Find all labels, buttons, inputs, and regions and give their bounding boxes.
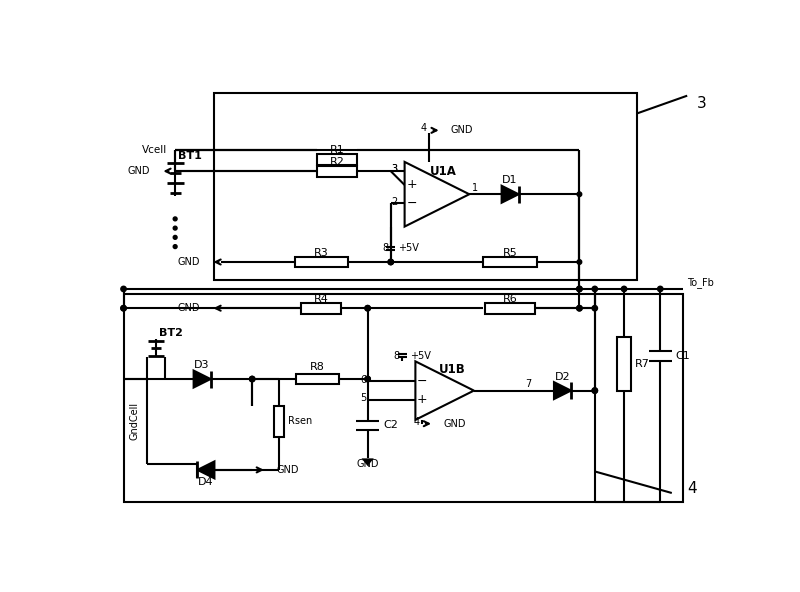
Polygon shape bbox=[502, 186, 518, 202]
Bar bbox=[483, 256, 537, 268]
Bar bbox=[294, 256, 349, 268]
Text: To_Fb: To_Fb bbox=[687, 277, 714, 288]
Text: GND: GND bbox=[443, 419, 466, 429]
Bar bbox=[302, 303, 342, 314]
Circle shape bbox=[577, 305, 582, 311]
Text: 3: 3 bbox=[391, 164, 398, 174]
Text: 3: 3 bbox=[698, 96, 707, 111]
Text: +: + bbox=[417, 393, 428, 406]
Text: R3: R3 bbox=[314, 248, 329, 258]
Circle shape bbox=[388, 259, 394, 265]
Circle shape bbox=[577, 287, 582, 292]
Polygon shape bbox=[362, 458, 374, 466]
Circle shape bbox=[365, 305, 370, 311]
Text: 1: 1 bbox=[472, 183, 478, 193]
Text: GndCell: GndCell bbox=[130, 403, 139, 440]
Bar bbox=[485, 303, 535, 314]
Bar bbox=[297, 374, 338, 384]
Text: U1B: U1B bbox=[439, 362, 466, 375]
Text: 5: 5 bbox=[360, 393, 366, 403]
Text: +5V: +5V bbox=[410, 351, 431, 361]
Text: 8: 8 bbox=[382, 243, 389, 253]
Polygon shape bbox=[554, 382, 571, 399]
Circle shape bbox=[365, 305, 370, 311]
Polygon shape bbox=[405, 162, 470, 227]
Circle shape bbox=[389, 260, 393, 264]
Bar bbox=[617, 337, 631, 391]
Circle shape bbox=[577, 260, 582, 264]
Text: Rsen: Rsen bbox=[288, 416, 313, 426]
Circle shape bbox=[592, 305, 598, 311]
Circle shape bbox=[592, 287, 598, 292]
Circle shape bbox=[174, 244, 177, 249]
Text: D2: D2 bbox=[554, 372, 570, 382]
Polygon shape bbox=[198, 461, 214, 478]
Text: R1: R1 bbox=[330, 146, 344, 155]
Text: −: − bbox=[417, 375, 427, 388]
Circle shape bbox=[658, 287, 663, 292]
Text: R4: R4 bbox=[314, 294, 329, 304]
Text: 4: 4 bbox=[414, 417, 420, 427]
Circle shape bbox=[577, 287, 582, 292]
Circle shape bbox=[577, 192, 582, 197]
Text: 4: 4 bbox=[421, 123, 427, 133]
Circle shape bbox=[577, 305, 582, 311]
Text: C1: C1 bbox=[676, 351, 690, 361]
Circle shape bbox=[121, 305, 126, 311]
Circle shape bbox=[121, 287, 126, 292]
Text: GND: GND bbox=[276, 465, 298, 475]
Circle shape bbox=[174, 236, 177, 239]
Text: R7: R7 bbox=[635, 359, 650, 369]
Bar bbox=[317, 154, 357, 165]
Text: D4: D4 bbox=[198, 477, 214, 487]
Circle shape bbox=[121, 305, 126, 311]
Text: +5V: +5V bbox=[398, 243, 419, 253]
Text: 8: 8 bbox=[394, 351, 400, 361]
Text: GND: GND bbox=[357, 459, 379, 469]
Text: 6: 6 bbox=[360, 375, 366, 385]
Circle shape bbox=[365, 377, 370, 382]
Circle shape bbox=[365, 377, 370, 382]
Text: R8: R8 bbox=[310, 362, 325, 372]
Text: U1A: U1A bbox=[430, 165, 457, 178]
Polygon shape bbox=[194, 371, 210, 388]
Polygon shape bbox=[415, 361, 474, 420]
Text: 4: 4 bbox=[687, 481, 697, 496]
Text: 3: 3 bbox=[391, 164, 398, 174]
Text: BT1: BT1 bbox=[178, 151, 202, 161]
Text: R6: R6 bbox=[502, 294, 518, 304]
Circle shape bbox=[250, 377, 255, 382]
Bar bbox=[123, 294, 683, 502]
Text: 7: 7 bbox=[526, 379, 532, 390]
Text: GND: GND bbox=[178, 257, 200, 267]
Text: GND: GND bbox=[127, 166, 150, 176]
Bar bbox=[274, 406, 285, 437]
Text: +: + bbox=[406, 179, 417, 191]
Text: BT2: BT2 bbox=[159, 328, 183, 338]
Text: D3: D3 bbox=[194, 360, 210, 370]
Circle shape bbox=[174, 226, 177, 230]
Circle shape bbox=[388, 259, 394, 265]
Text: GND: GND bbox=[178, 303, 200, 313]
Bar bbox=[317, 166, 357, 176]
Text: GND: GND bbox=[451, 126, 474, 136]
Circle shape bbox=[622, 287, 626, 292]
Circle shape bbox=[250, 377, 255, 382]
Circle shape bbox=[174, 217, 177, 221]
Text: C2: C2 bbox=[383, 420, 398, 430]
Text: R5: R5 bbox=[502, 248, 518, 258]
Text: D1: D1 bbox=[502, 175, 518, 185]
Circle shape bbox=[592, 388, 598, 393]
Circle shape bbox=[592, 388, 598, 393]
Text: Vcell: Vcell bbox=[142, 144, 167, 155]
Text: −: − bbox=[406, 197, 417, 210]
Text: 2: 2 bbox=[391, 197, 398, 207]
Bar bbox=[214, 92, 637, 281]
Text: R2: R2 bbox=[330, 157, 344, 167]
